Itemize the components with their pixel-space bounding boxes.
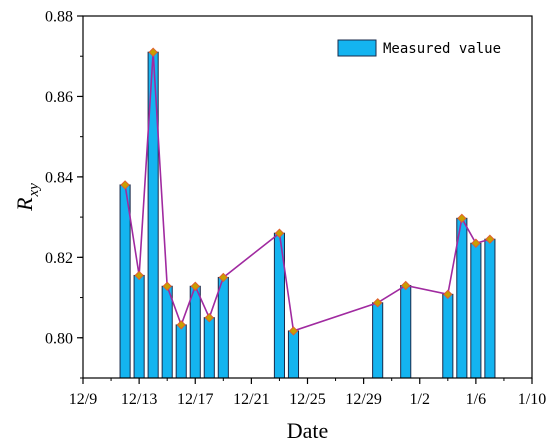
y-tick-label: 0.80: [45, 330, 73, 347]
x-tick-label: 12/29: [345, 391, 381, 408]
data-point: [471, 238, 481, 248]
x-tick-label: 12/9: [69, 391, 97, 408]
x-tick-label: 12/13: [121, 391, 157, 408]
data-point: [443, 289, 453, 300]
y-axis-label-main: R: [12, 197, 37, 212]
data-point: [485, 234, 495, 244]
x-tick-label: 1/10: [518, 391, 546, 408]
data-point: [134, 270, 144, 281]
data-point: [120, 180, 130, 190]
bar: [456, 217, 468, 379]
markers-layer: [120, 47, 495, 336]
data-point: [274, 228, 285, 238]
data-point: [401, 280, 411, 291]
ticks-layer: 12/9 12/13 12/17 12/21 12/25 12/29 1/2 1/6 1/10 0…: [45, 9, 546, 409]
bar: [372, 302, 384, 379]
y-axis-label: Rxy: [12, 183, 42, 212]
data-point: [190, 281, 200, 291]
data-point: [288, 326, 299, 336]
data-point: [204, 312, 214, 323]
y-tick-label: 0.88: [45, 9, 73, 26]
y-tick-label: 0.84: [45, 169, 73, 186]
x-tick-label: 1/6: [466, 391, 486, 408]
legend-swatch: [337, 39, 377, 57]
series-line: [124, 52, 491, 333]
bars-layer: [119, 51, 496, 379]
bar: [400, 284, 412, 379]
data-point: [148, 47, 158, 57]
bar: [175, 324, 187, 379]
data-point: [457, 213, 467, 224]
legend: Measured value: [337, 39, 501, 57]
x-tick-label: 12/17: [177, 391, 213, 408]
bar: [119, 184, 131, 379]
bar: [217, 276, 229, 379]
data-point: [162, 281, 172, 291]
bar: [203, 317, 215, 379]
y-tick-label: 0.82: [45, 250, 73, 267]
bar: [484, 238, 496, 379]
data-point: [176, 320, 186, 330]
bar: [470, 242, 482, 379]
data-point: [218, 272, 229, 283]
y-tick-label: 0.86: [45, 89, 73, 106]
x-tick-label: 12/25: [289, 391, 325, 408]
bar: [287, 330, 300, 379]
legend-label: Measured value: [383, 41, 501, 57]
data-point: [372, 298, 383, 308]
bar: [133, 274, 145, 379]
x-tick-label: 12/21: [233, 391, 269, 408]
y-axis-label-sub: xy: [26, 183, 42, 198]
line-layer: [124, 52, 491, 333]
x-axis-label: Date: [287, 418, 329, 443]
bar: [189, 285, 201, 379]
bar: [161, 285, 173, 379]
x-tick-label: 1/2: [410, 391, 430, 408]
bar: [442, 293, 454, 379]
